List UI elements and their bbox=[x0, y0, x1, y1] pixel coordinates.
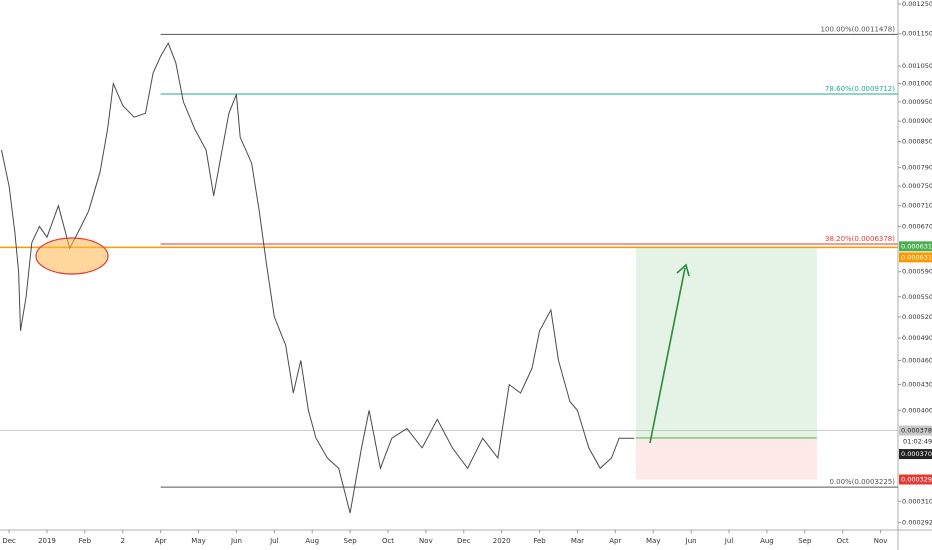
price-badge-label: 0.0006317 bbox=[901, 253, 932, 261]
x-tick-label: Sep bbox=[344, 537, 358, 545]
x-tick-label: Jun bbox=[230, 537, 242, 545]
plot-area: 100.00%(0.0011478) 78.60%(0.0009712) 38.20… bbox=[0, 25, 898, 514]
highlight-ellipse bbox=[35, 237, 109, 275]
price-badge bbox=[899, 252, 932, 263]
x-tick-label: Mar bbox=[571, 537, 584, 545]
fib-label: 78.60%(0.0009712) bbox=[825, 85, 895, 93]
x-tick-label: Jun bbox=[685, 537, 697, 545]
target-zone bbox=[635, 247, 817, 439]
x-tick-label: Apr bbox=[609, 537, 621, 545]
price-badge bbox=[899, 241, 932, 252]
fib-label: 100.00%(0.0011478) bbox=[821, 25, 896, 33]
x-tick-label: May bbox=[646, 537, 660, 545]
x-tick-label: Aug bbox=[760, 537, 774, 545]
price-line bbox=[1, 41, 635, 514]
x-tick-label: 2 bbox=[121, 537, 125, 545]
price-badge bbox=[899, 449, 932, 460]
x-tick-label: Apr bbox=[155, 537, 167, 545]
price-badge-label: 0.0003295 bbox=[901, 476, 932, 484]
x-tick-label: Nov bbox=[874, 537, 888, 545]
countdown: 01:02:49 bbox=[903, 438, 932, 446]
x-tick-label: Sep bbox=[798, 537, 812, 545]
fib-label: 38.20%(0.0006378) bbox=[825, 235, 895, 243]
price-badge-label: 0.0006318 bbox=[901, 242, 932, 250]
price-badge bbox=[899, 425, 932, 436]
x-tick-label: 2020 bbox=[493, 537, 511, 545]
x-tick-label: Nov bbox=[419, 537, 433, 545]
x-tick-label: May bbox=[191, 537, 205, 545]
x-tick-label: 2019 bbox=[38, 537, 56, 545]
fib-label: 0.00%(0.0003225) bbox=[829, 478, 895, 486]
x-tick-label: Jul bbox=[724, 537, 734, 545]
arrow bbox=[649, 267, 686, 444]
x-tick-label: Oct bbox=[837, 537, 849, 545]
x-tick-label: Aug bbox=[305, 537, 319, 545]
x-tick-label: Dec bbox=[457, 537, 471, 545]
x-tick-label: Feb bbox=[79, 537, 92, 545]
stop-zone bbox=[635, 438, 817, 480]
x-tick-label: Oct bbox=[382, 537, 394, 545]
x-tick-label: Feb bbox=[533, 537, 546, 545]
x-tick-label: Jul bbox=[269, 537, 279, 545]
price-badge bbox=[899, 474, 932, 485]
price-badge-label: 0.0003701 bbox=[901, 450, 932, 458]
y-tick-label: 0.0002920 bbox=[902, 519, 932, 527]
x-tick-label: Dec bbox=[2, 537, 16, 545]
arrow-head bbox=[676, 263, 690, 277]
